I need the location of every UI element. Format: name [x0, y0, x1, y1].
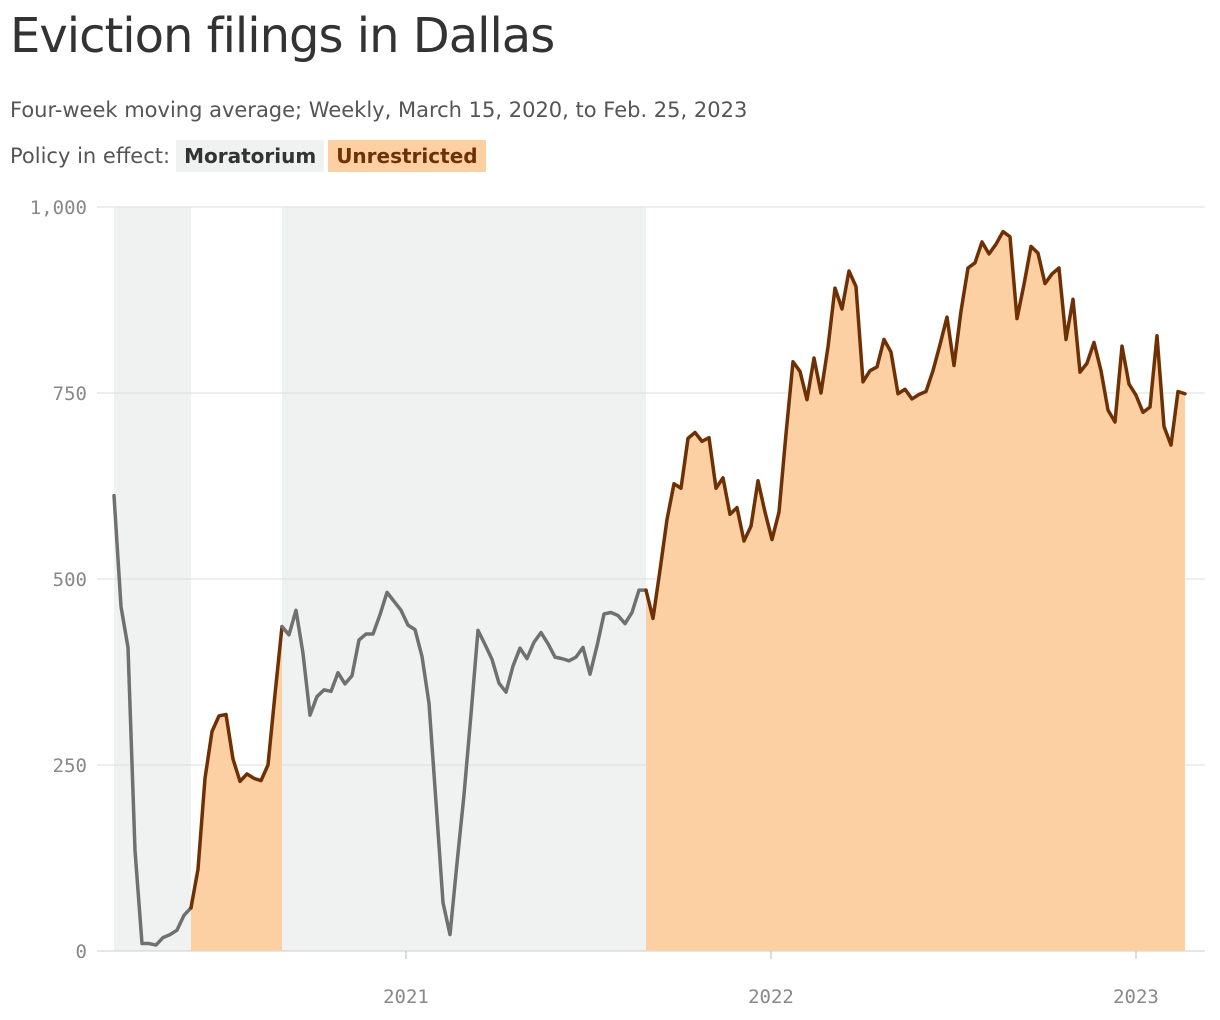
legend-moratorium: Moratorium	[176, 140, 325, 172]
tick-labels: 0 250 500 750 1,000 2021 2022 2023	[30, 197, 1159, 1008]
area-unrestricted-3	[646, 231, 1185, 952]
y-tick-label-500: 500	[53, 569, 87, 591]
legend: Policy in effect: Moratorium Unrestricte…	[10, 140, 490, 172]
legend-unrestricted: Unrestricted	[328, 140, 486, 172]
y-tick-label-750: 750	[53, 383, 87, 405]
x-tick-label-2023: 2023	[1113, 986, 1159, 1008]
y-tick-label-1000: 1,000	[30, 197, 87, 219]
series-lines	[112, 229, 1187, 947]
chart-title: Eviction filings in Dallas	[10, 8, 555, 64]
legend-label: Policy in effect:	[10, 144, 171, 168]
y-tick-label-0: 0	[76, 941, 87, 963]
series-line-moratorium-0	[112, 493, 193, 947]
chart-subtitle: Four-week moving average; Weekly, March …	[10, 98, 748, 122]
x-tick-label-2022: 2022	[748, 986, 794, 1008]
y-tick-label-250: 250	[53, 755, 87, 777]
x-tick-label-2021: 2021	[383, 986, 429, 1008]
series-line-unrestricted-1	[189, 624, 284, 910]
series-line-moratorium-2	[280, 588, 648, 937]
series-line-unrestricted-3	[644, 229, 1187, 621]
filled-areas	[191, 231, 1185, 952]
area-unrestricted-1	[191, 626, 282, 951]
